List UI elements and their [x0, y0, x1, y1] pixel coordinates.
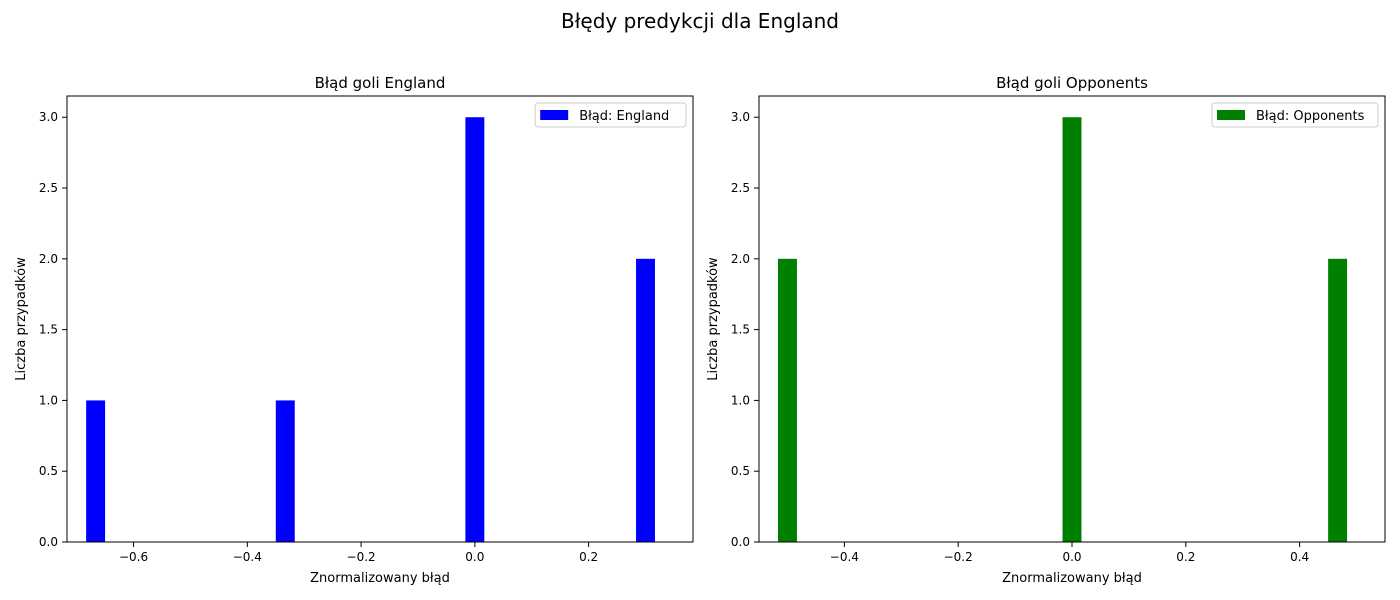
chart-title: Błąd goli England [315, 74, 446, 92]
legend-label: Błąd: Opponents [1256, 109, 1365, 124]
y-tick-label: 2.0 [731, 252, 750, 266]
bar [275, 400, 295, 542]
y-tick-label: 3.0 [731, 110, 750, 124]
y-tick-label: 2.5 [731, 181, 750, 195]
y-axis-label: Liczba przypadków [706, 257, 721, 381]
y-tick-label: 1.0 [39, 393, 58, 407]
bar [1328, 258, 1348, 542]
axes-frame [66, 95, 694, 543]
x-tick-label: 0.0 [1062, 550, 1081, 564]
y-tick-label: 1.5 [39, 323, 58, 337]
bar [86, 400, 106, 542]
bar [636, 258, 655, 542]
y-tick-label: 3.0 [39, 110, 58, 124]
y-tick-label: 2.5 [39, 181, 58, 195]
y-tick-label: 2.0 [39, 252, 58, 266]
x-axis-label: Znormalizowany błąd [1002, 571, 1142, 586]
x-tick-label: −0.4 [233, 550, 262, 564]
x-tick-label: 0.2 [579, 550, 598, 564]
legend-box [1211, 102, 1379, 128]
y-tick-label: 0.5 [731, 464, 750, 478]
x-tick-label: −0.2 [944, 550, 973, 564]
chart-title: Błąd goli Opponents [996, 74, 1148, 92]
bar [1062, 117, 1082, 542]
x-tick-label: −0.2 [347, 550, 376, 564]
bar [465, 117, 485, 542]
legend-swatch [540, 110, 569, 120]
y-tick-label: 0.0 [731, 535, 750, 549]
legend-box [534, 102, 687, 128]
x-tick-label: −0.4 [830, 550, 859, 564]
x-tick-label: 0.2 [1176, 550, 1195, 564]
x-tick-label: 0.0 [465, 550, 484, 564]
legend: Błąd: England [534, 102, 687, 128]
chart-panel-england: −0.6 −0.4 −0.2 0.0 0.2 0.0 0.5 1.0 1.5 2.0 2.5 3.0 B… [14, 74, 694, 586]
legend-label: Błąd: England [579, 109, 669, 124]
y-tick-label: 1.0 [731, 393, 750, 407]
y-tick-label: 1.5 [731, 323, 750, 337]
legend: Błąd: Opponents [1211, 102, 1379, 128]
chart-panel-opponents: −0.4 −0.2 0.0 0.2 0.4 0.0 0.5 1.0 1.5 2.0 2.5 3.0 Bł… [706, 74, 1386, 586]
x-tick-label: 0.4 [1290, 550, 1309, 564]
y-axis-label: Liczba przypadków [14, 257, 29, 381]
legend-swatch [1217, 110, 1245, 120]
x-tick-label: −0.6 [119, 550, 148, 564]
x-axis-label: Znormalizowany błąd [310, 571, 450, 586]
y-tick-label: 0.5 [39, 464, 58, 478]
y-tick-label: 0.0 [39, 535, 58, 549]
figure-suptitle: Błędy predykcji dla England [561, 9, 839, 33]
bar [777, 258, 797, 542]
